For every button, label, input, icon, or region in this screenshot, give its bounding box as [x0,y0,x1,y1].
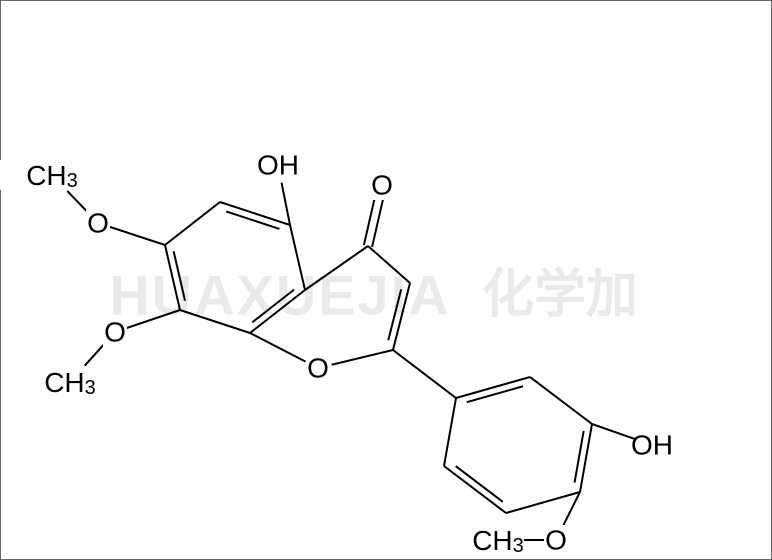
atom-label-layer: O O OH O CH3 O CH3 OH O CH3 [0,150,690,558]
atom-OB5: O [545,525,567,556]
atom-CH3_2: CH3 [44,367,96,400]
molecule-canvas: HUAXUEJIA 化学加 OOOHOCH3OCH3OHOCH3 [0,0,772,560]
atom-OHB: OH [631,430,673,461]
atom-O3: O [87,208,109,239]
watermark-cn: 化学加 [482,266,638,324]
atom-O2: O [104,317,126,348]
atom-O7: O [371,170,393,201]
bond-layer [67,183,635,540]
atom-O1: O [307,353,329,384]
atom-OH4: OH [257,150,299,181]
atom-CH3_3: CH3 [26,160,78,193]
atom-CH3_B: CH3 [472,525,524,558]
